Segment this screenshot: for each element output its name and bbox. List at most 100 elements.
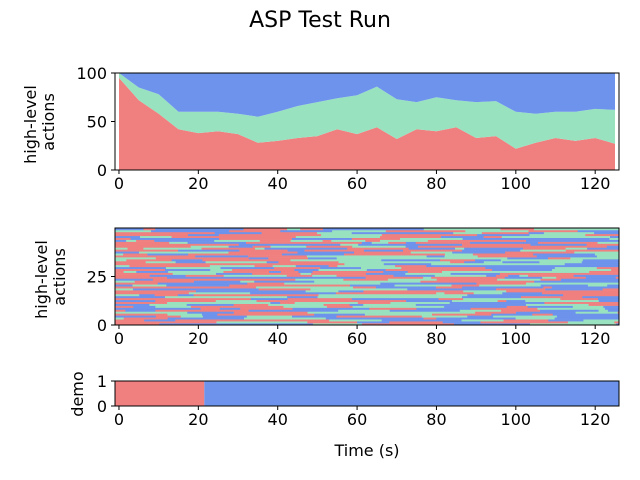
heatmap-cell bbox=[149, 303, 188, 306]
heatmap-cell bbox=[520, 307, 538, 310]
heatmap-cell bbox=[611, 268, 620, 271]
heatmap-cell bbox=[603, 305, 620, 308]
heatmap-cell bbox=[298, 319, 330, 322]
heatmap-cell bbox=[556, 276, 587, 279]
heatmap-cell bbox=[244, 288, 259, 291]
heatmap-cell bbox=[534, 280, 592, 283]
heatmap-cell bbox=[413, 323, 455, 326]
heatmap-cell bbox=[115, 305, 134, 308]
heatmap-cell bbox=[587, 255, 598, 258]
heatmap-cell bbox=[440, 259, 476, 262]
heatmap-cell bbox=[149, 297, 181, 301]
heatmap-cell bbox=[427, 239, 472, 242]
heatmap-cell bbox=[518, 276, 543, 279]
heatmap-cell bbox=[288, 284, 351, 287]
heatmap-cell bbox=[244, 262, 285, 266]
heatmap-cell bbox=[302, 292, 337, 295]
heatmap-cell bbox=[432, 313, 492, 316]
heatmap-cell bbox=[133, 288, 186, 291]
heatmap-cell bbox=[415, 303, 479, 306]
heatmap-cell bbox=[309, 259, 364, 262]
heatmap-cell bbox=[444, 255, 479, 258]
x-tick-label: 120 bbox=[580, 329, 611, 348]
heatmap-cell bbox=[187, 241, 247, 244]
heatmap-cell bbox=[318, 307, 370, 310]
heatmap-cell bbox=[476, 282, 527, 285]
panel2-ylabel: high-level actions bbox=[32, 235, 69, 319]
heatmap-cell bbox=[246, 241, 301, 244]
heatmap-cell bbox=[389, 253, 425, 256]
heatmap-cell bbox=[578, 299, 600, 303]
heatmap-cell bbox=[163, 307, 201, 310]
panel3-ylabel: demo bbox=[68, 371, 87, 416]
heatmap-cell bbox=[361, 266, 402, 270]
heatmap-cell bbox=[266, 309, 291, 312]
heatmap-cell bbox=[548, 319, 584, 322]
heatmap-cell bbox=[240, 280, 255, 283]
heatmap-cell bbox=[167, 317, 221, 320]
heatmap-cell bbox=[473, 270, 529, 273]
heatmap-cell bbox=[115, 231, 164, 235]
heatmap-cell bbox=[523, 247, 567, 250]
heatmap-cell bbox=[497, 299, 507, 303]
heatmap-cell bbox=[350, 288, 408, 291]
heatmap-cell bbox=[138, 311, 188, 314]
heatmap-cell bbox=[454, 282, 477, 285]
heatmap-cell bbox=[614, 321, 620, 324]
heatmap-cell bbox=[453, 231, 483, 235]
heatmap-cell bbox=[407, 270, 443, 273]
x-tick-label: 40 bbox=[268, 329, 288, 348]
heatmap-cell bbox=[390, 301, 451, 304]
heatmap-cell bbox=[137, 243, 180, 246]
heatmap-cell bbox=[454, 305, 508, 308]
heatmap-cell bbox=[533, 253, 596, 256]
heatmap-cell bbox=[195, 290, 223, 293]
heatmap-cell bbox=[492, 301, 545, 304]
heatmap-cell bbox=[554, 317, 603, 320]
heatmap-cell bbox=[307, 317, 327, 320]
heatmap-cell bbox=[473, 292, 503, 295]
heatmap-cell bbox=[325, 317, 372, 320]
heatmap-cell bbox=[410, 251, 453, 254]
heatmap-cell bbox=[286, 274, 313, 277]
heatmap-cell bbox=[300, 241, 352, 244]
heatmap-cell bbox=[229, 319, 275, 322]
heatmap-cell bbox=[245, 321, 308, 324]
heatmap-cell bbox=[322, 311, 357, 314]
heatmap-cell bbox=[494, 317, 516, 320]
heatmap-cell bbox=[451, 288, 497, 291]
heatmap-cell bbox=[385, 229, 408, 233]
heatmap-cell bbox=[233, 303, 258, 306]
heatmap-cell bbox=[405, 272, 451, 275]
heatmap-cell bbox=[340, 243, 359, 246]
heatmap-cell bbox=[167, 301, 213, 304]
heatmap-cell bbox=[465, 229, 529, 233]
heatmap-cell bbox=[366, 268, 386, 271]
area-series-2 bbox=[119, 73, 615, 117]
heatmap-cell bbox=[596, 255, 620, 258]
heatmap-cell bbox=[380, 239, 410, 242]
heatmap-cell bbox=[364, 313, 413, 316]
heatmap-cell bbox=[190, 305, 231, 308]
heatmap-cell bbox=[545, 288, 603, 291]
heatmap-cell bbox=[322, 239, 332, 242]
heatmap-cell bbox=[228, 245, 253, 248]
heatmap-cell bbox=[245, 259, 291, 262]
heatmap-cell bbox=[229, 229, 281, 233]
y-tick-label: 0 bbox=[97, 161, 107, 180]
heatmap-cell bbox=[604, 307, 620, 310]
heatmap-cell bbox=[294, 268, 319, 271]
heatmap-cell bbox=[329, 251, 355, 254]
heatmap-cell bbox=[365, 239, 381, 242]
heatmap-cell bbox=[579, 292, 620, 295]
panel1-ticks: 0 20 40 60 80 100 120 0 50 100 bbox=[76, 64, 610, 193]
heatmap-cell bbox=[540, 278, 562, 281]
heatmap-cell bbox=[185, 288, 230, 291]
heatmap-cell bbox=[403, 311, 444, 314]
heatmap-cell bbox=[232, 268, 295, 271]
heatmap-cell bbox=[606, 251, 620, 254]
heatmap-cell bbox=[155, 299, 200, 303]
heatmap-cell bbox=[565, 247, 588, 250]
